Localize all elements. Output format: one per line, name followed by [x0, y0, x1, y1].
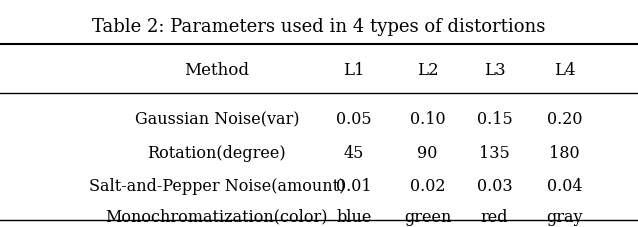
Text: 0.10: 0.10 [410, 110, 445, 127]
Text: gray: gray [546, 208, 583, 225]
Text: red: red [480, 208, 508, 225]
Text: Table 2: Parameters used in 4 types of distortions: Table 2: Parameters used in 4 types of d… [93, 18, 545, 36]
Text: green: green [404, 208, 451, 225]
Text: L1: L1 [343, 62, 365, 79]
Text: 0.20: 0.20 [547, 110, 582, 127]
Text: Monochromatization(color): Monochromatization(color) [106, 208, 328, 225]
Text: 0.04: 0.04 [547, 177, 582, 194]
Text: L4: L4 [554, 62, 575, 79]
Text: Salt-and-Pepper Noise(amount): Salt-and-Pepper Noise(amount) [89, 177, 345, 194]
Text: 0.01: 0.01 [336, 177, 372, 194]
Text: 45: 45 [344, 144, 364, 161]
Text: 0.15: 0.15 [477, 110, 512, 127]
Text: 90: 90 [417, 144, 438, 161]
Text: Rotation(degree): Rotation(degree) [147, 144, 286, 161]
Text: 0.05: 0.05 [336, 110, 372, 127]
Text: 0.03: 0.03 [477, 177, 512, 194]
Text: L2: L2 [417, 62, 438, 79]
Text: blue: blue [336, 208, 372, 225]
Text: 0.02: 0.02 [410, 177, 445, 194]
Text: Method: Method [184, 62, 249, 79]
Text: 180: 180 [549, 144, 580, 161]
Text: L3: L3 [484, 62, 505, 79]
Text: Gaussian Noise(var): Gaussian Noise(var) [135, 110, 299, 127]
Text: 135: 135 [479, 144, 510, 161]
